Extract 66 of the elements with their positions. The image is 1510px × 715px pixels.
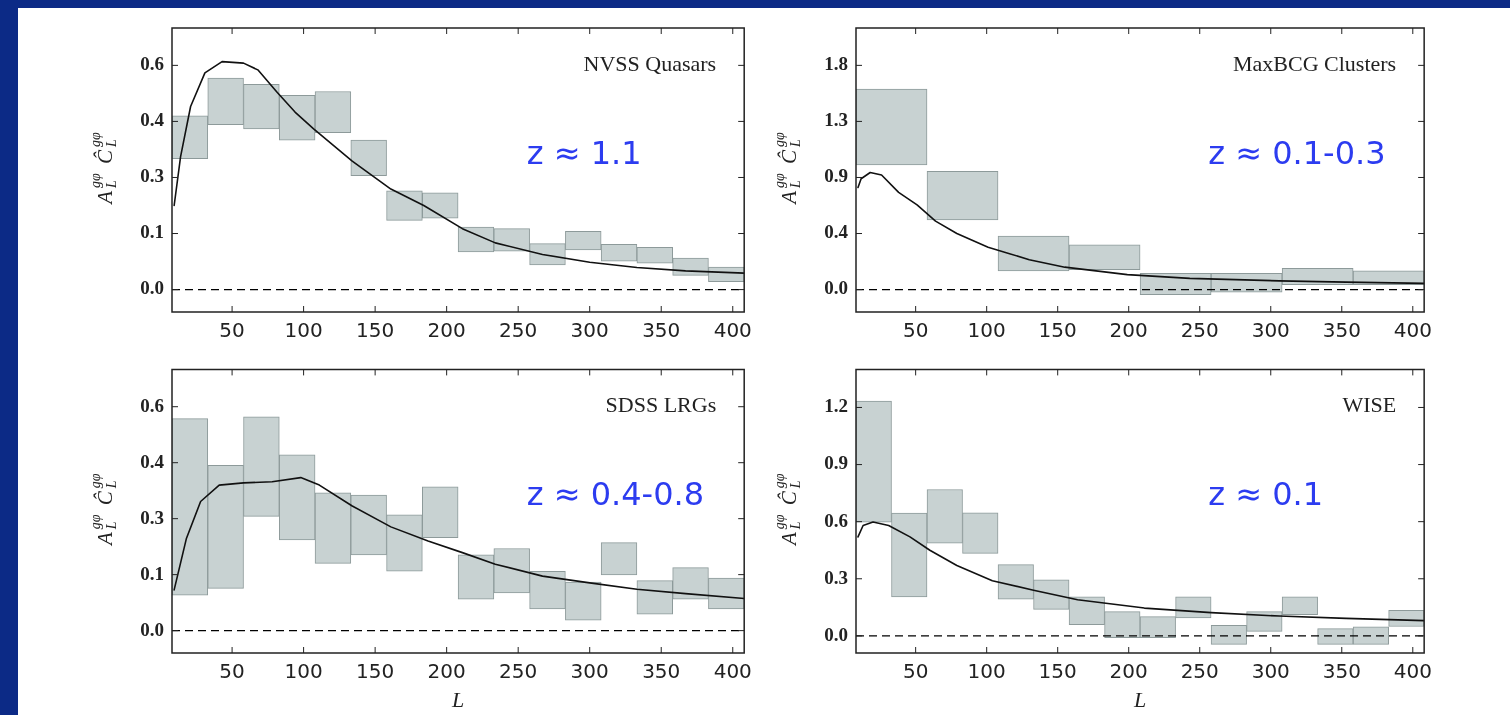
y-tick-label: 0.3 xyxy=(824,566,848,588)
y-tick-label: 0.3 xyxy=(140,165,164,187)
x-tick-label: 350 xyxy=(1322,659,1361,684)
x-tick-label: 300 xyxy=(1251,318,1290,343)
x-tick-label: 50 xyxy=(219,659,245,684)
text: NVSS Quasars xyxy=(583,50,717,76)
x-tick-label: 150 xyxy=(1038,318,1077,343)
y-tick-label: 1.2 xyxy=(824,395,848,417)
y-axis-title: ALgφ ĈLgφ xyxy=(88,131,119,206)
x-tick-label: 300 xyxy=(1251,659,1290,684)
y-axis-title: ALgφ ĈLgφ xyxy=(88,473,119,547)
annotation: z ≈ 0.4-0.8 xyxy=(526,475,705,514)
y-tick-label: 0.1 xyxy=(140,221,164,243)
y-tick-label: 1.8 xyxy=(824,53,848,75)
x-tick-label: 250 xyxy=(1180,659,1219,684)
y-tick-label: 0.4 xyxy=(140,109,165,131)
x-tick-label: 250 xyxy=(1180,318,1219,343)
x-tick-label: 100 xyxy=(967,659,1006,684)
y-tick-label: 0.4 xyxy=(824,221,849,243)
x-tick-label: 100 xyxy=(967,318,1006,343)
x-axis-title: L xyxy=(1132,686,1147,712)
annotation: z ≈ 0.1-0.3 xyxy=(1208,134,1386,173)
y-tick-label: 0.0 xyxy=(824,623,848,645)
x-tick-label: 350 xyxy=(1322,318,1361,343)
x-tick-label: 150 xyxy=(1038,659,1077,684)
x-tick-label: 150 xyxy=(356,318,395,343)
x-tick-label: 400 xyxy=(713,318,752,343)
y-tick-label: 0.4 xyxy=(140,450,165,472)
x-tick-label: 50 xyxy=(902,659,929,684)
x-tick-label: 200 xyxy=(427,318,466,343)
x-tick-label: 300 xyxy=(570,318,609,343)
x-tick-label: 50 xyxy=(902,318,929,343)
x-tick-label: 250 xyxy=(499,318,538,343)
annotation: z ≈ 0.1 xyxy=(1208,475,1324,514)
y-tick-label: 0.6 xyxy=(140,394,164,416)
x-tick-label: 350 xyxy=(642,318,681,343)
y-tick-label: 0.1 xyxy=(140,562,164,584)
x-tick-label: 100 xyxy=(284,659,323,684)
x-tick-label: 300 xyxy=(570,659,609,684)
x-tick-label: 250 xyxy=(499,659,538,684)
x-tick-label: 100 xyxy=(284,318,323,343)
text: SDSS LRGs xyxy=(605,392,717,418)
y-tick-label: 0.6 xyxy=(140,53,164,75)
y-tick-label: 1.3 xyxy=(824,109,848,131)
y-tick-label: 0.9 xyxy=(824,452,848,474)
y-tick-label: 0.6 xyxy=(824,509,848,531)
y-tick-label: 0.0 xyxy=(140,618,164,640)
y-tick-label: 0.0 xyxy=(140,277,164,299)
y-tick-label: 0.9 xyxy=(824,165,848,187)
x-tick-label: 400 xyxy=(713,659,752,684)
y-tick-label: 0.0 xyxy=(824,277,848,299)
text: WISE xyxy=(1342,392,1397,418)
x-axis-title: L xyxy=(450,686,465,712)
x-tick-label: 350 xyxy=(642,659,681,684)
x-tick-label: 200 xyxy=(1109,659,1148,684)
x-tick-label: 400 xyxy=(1393,659,1432,684)
text: MaxBCG Clusters xyxy=(1232,50,1397,76)
y-axis-title: ALgφ ĈLgφ xyxy=(772,473,803,547)
y-tick-label: 0.3 xyxy=(140,506,164,528)
x-tick-label: 50 xyxy=(219,318,245,343)
annotation: z ≈ 1.1 xyxy=(526,134,642,173)
y-axis-title: ALgφ ĈLgφ xyxy=(772,131,803,206)
x-tick-label: 400 xyxy=(1393,318,1432,343)
x-tick-label: 150 xyxy=(356,659,395,684)
x-tick-label: 200 xyxy=(1109,318,1148,343)
x-tick-label: 200 xyxy=(427,659,466,684)
